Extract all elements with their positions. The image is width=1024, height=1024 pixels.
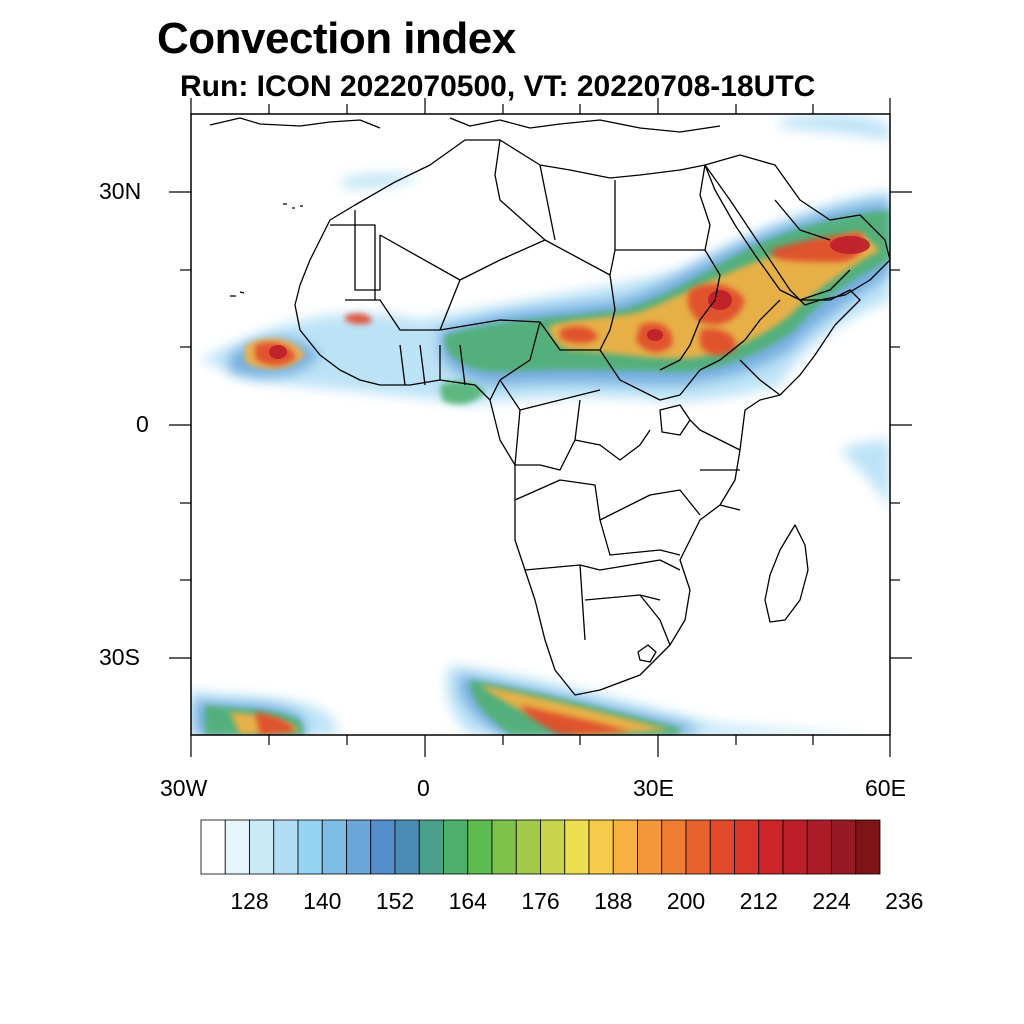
colorbar-swatch [855,819,881,875]
colorbar [200,819,881,875]
colorbar-swatch [612,819,638,875]
chart-title: Convection index [157,14,516,63]
colorbar-label: 224 [812,888,851,914]
colorbar-swatch [273,819,299,875]
colorbar-swatch [637,819,663,875]
colorbar-swatch [346,819,372,875]
colorbar-label: 200 [666,888,706,914]
colorbar-swatch [515,819,541,875]
colorbar-swatch [224,819,250,875]
colorbar-label: 140 [303,888,342,914]
colorbar-swatch [734,819,760,875]
y-tick-label: 0 [136,411,149,437]
colorbar-swatch [394,819,420,875]
colorbar-label: 152 [375,888,415,914]
x-tick-label: 60E [865,775,906,801]
colorbar-swatch [564,819,590,875]
colorbar-swatch [709,819,735,875]
chart-subtitle: Run: ICON 2022070500, VT: 20220708-18UTC [180,70,816,103]
colorbar-swatch [370,819,396,875]
colorbar-label: 176 [521,888,560,914]
y-tick-label: 30S [99,644,140,670]
y-tick-label: 30N [99,178,142,204]
colorbar-swatch [588,819,614,875]
colorbar-swatch [831,819,857,875]
colorbar-swatch [491,819,517,875]
colorbar-swatch [200,819,226,875]
colorbar-label: 188 [594,888,633,914]
colorbar-swatch [249,819,275,875]
colorbar-label: 212 [739,888,778,914]
coastlines-and-borders [209,117,890,696]
colorbar-swatch [297,819,323,875]
colorbar-swatch [540,819,566,875]
colorbar-label: 164 [448,888,487,914]
colorbar-swatch [758,819,784,875]
x-tick-label: 30W [160,775,208,801]
axis-ticks [169,98,912,757]
colorbar-swatch [782,819,808,875]
x-tick-label: 30E [633,775,674,801]
colorbar-swatch [443,819,469,875]
colorbar-swatch [685,819,711,875]
colorbar-swatch [467,819,493,875]
colorbar-swatch [418,819,444,875]
colorbar-swatch [806,819,832,875]
colorbar-label: 236 [885,888,924,914]
x-tick-label: 0 [417,775,430,801]
map-area [191,114,890,735]
colorbar-label: 128 [230,888,269,914]
colorbar-swatch [321,819,347,875]
colorbar-swatch [661,819,687,875]
